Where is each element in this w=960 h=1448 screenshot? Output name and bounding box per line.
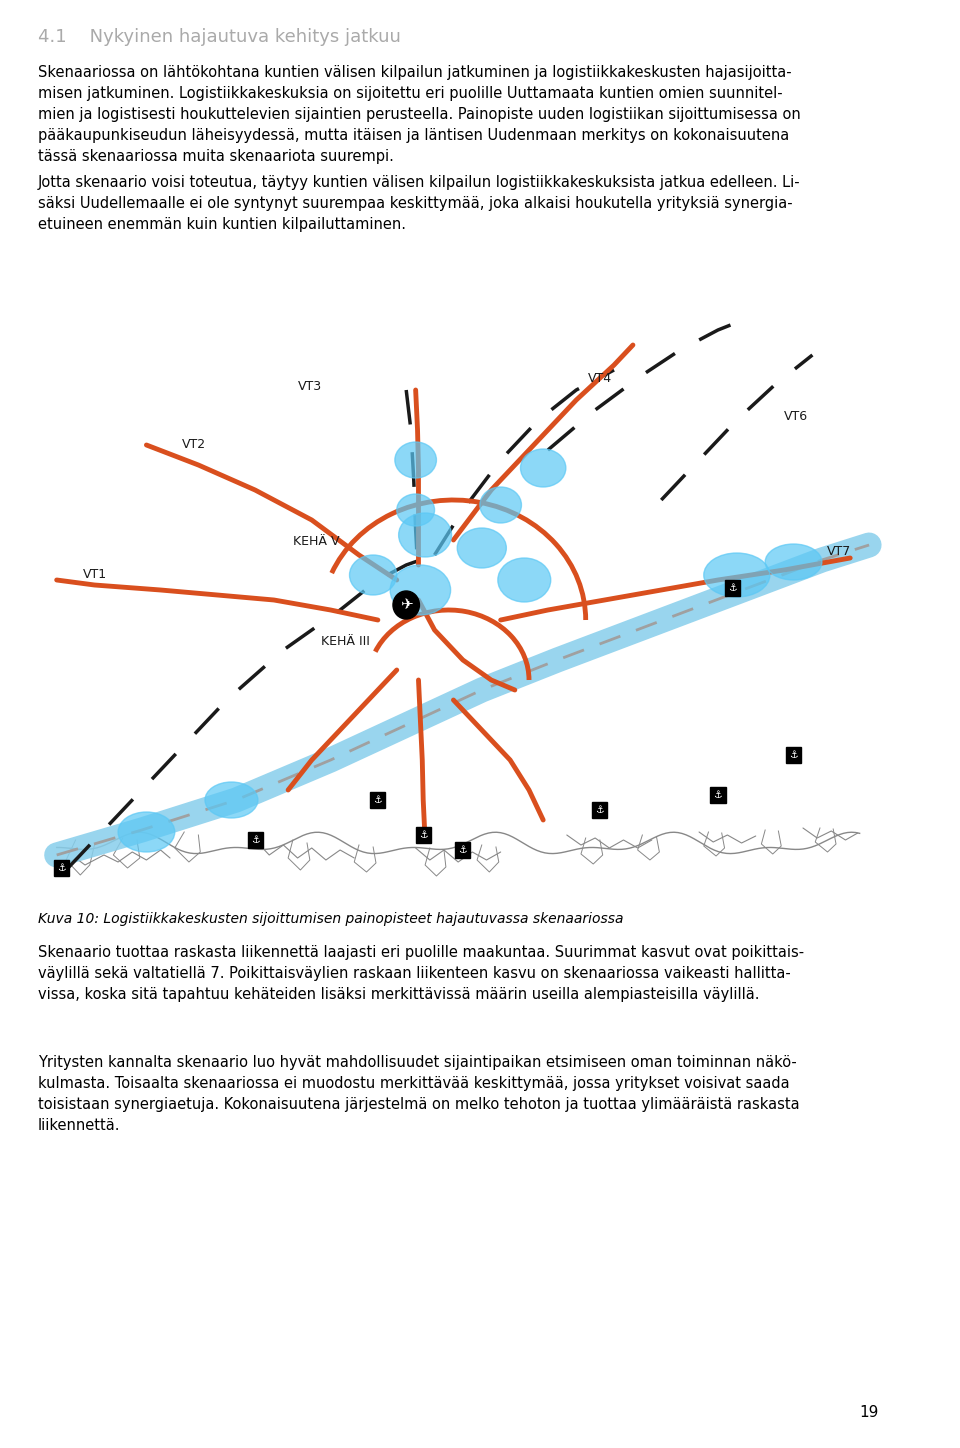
Text: VT1: VT1 bbox=[84, 568, 108, 581]
Ellipse shape bbox=[396, 494, 435, 526]
Text: 19: 19 bbox=[859, 1405, 878, 1420]
Ellipse shape bbox=[349, 555, 396, 595]
Ellipse shape bbox=[395, 442, 437, 478]
Ellipse shape bbox=[498, 557, 551, 602]
Text: Jotta skenaario voisi toteutua, täytyy kuntien välisen kilpailun logistiikkakesk: Jotta skenaario voisi toteutua, täytyy k… bbox=[37, 175, 801, 232]
FancyBboxPatch shape bbox=[371, 792, 385, 808]
FancyBboxPatch shape bbox=[416, 827, 431, 843]
Text: ⚓: ⚓ bbox=[57, 863, 66, 873]
Ellipse shape bbox=[765, 544, 822, 581]
Ellipse shape bbox=[704, 553, 770, 597]
FancyBboxPatch shape bbox=[54, 860, 69, 876]
Ellipse shape bbox=[457, 529, 506, 568]
Text: ⚓: ⚓ bbox=[789, 750, 798, 760]
FancyBboxPatch shape bbox=[592, 802, 608, 818]
FancyBboxPatch shape bbox=[725, 581, 739, 597]
Text: VT6: VT6 bbox=[784, 410, 808, 423]
Text: ⚓: ⚓ bbox=[251, 835, 259, 846]
Text: ⚓: ⚓ bbox=[728, 584, 736, 594]
Text: Skenaario tuottaa raskasta liikennettä laajasti eri puolille maakuntaa. Suurimma: Skenaario tuottaa raskasta liikennettä l… bbox=[37, 946, 804, 1002]
Ellipse shape bbox=[205, 782, 258, 818]
Text: ⚓: ⚓ bbox=[419, 830, 427, 840]
Ellipse shape bbox=[390, 565, 450, 615]
Text: KEHÄ III: KEHÄ III bbox=[322, 636, 370, 649]
Text: ✈: ✈ bbox=[399, 598, 413, 613]
Text: Skenaariossa on lähtökohtana kuntien välisen kilpailun jatkuminen ja logistiikka: Skenaariossa on lähtökohtana kuntien väl… bbox=[37, 65, 801, 164]
FancyBboxPatch shape bbox=[455, 841, 470, 859]
Ellipse shape bbox=[480, 487, 521, 523]
Text: ⚓: ⚓ bbox=[373, 795, 382, 805]
Text: 4.1    Nykyinen hajautuva kehitys jatkuu: 4.1 Nykyinen hajautuva kehitys jatkuu bbox=[37, 28, 400, 46]
Text: KEHÄ V: KEHÄ V bbox=[293, 534, 339, 547]
FancyBboxPatch shape bbox=[710, 788, 726, 804]
Circle shape bbox=[393, 591, 420, 618]
Ellipse shape bbox=[398, 513, 451, 557]
Text: VT7: VT7 bbox=[827, 544, 851, 557]
FancyBboxPatch shape bbox=[786, 747, 801, 763]
Ellipse shape bbox=[118, 812, 175, 851]
Text: ⚓: ⚓ bbox=[459, 846, 468, 854]
Text: Yritysten kannalta skenaario luo hyvät mahdollisuudet sijaintipaikan etsimiseen : Yritysten kannalta skenaario luo hyvät m… bbox=[37, 1056, 800, 1132]
Text: VT4: VT4 bbox=[588, 372, 612, 385]
FancyBboxPatch shape bbox=[248, 833, 263, 849]
Text: VT2: VT2 bbox=[182, 437, 206, 450]
Text: ⚓: ⚓ bbox=[595, 805, 604, 815]
Text: ⚓: ⚓ bbox=[713, 791, 722, 799]
Ellipse shape bbox=[520, 449, 565, 487]
Text: VT3: VT3 bbox=[298, 379, 322, 392]
Text: Kuva 10: Logistiikkakeskusten sijoittumisen painopisteet hajautuvassa skenaarios: Kuva 10: Logistiikkakeskusten sijoittumi… bbox=[37, 912, 623, 927]
